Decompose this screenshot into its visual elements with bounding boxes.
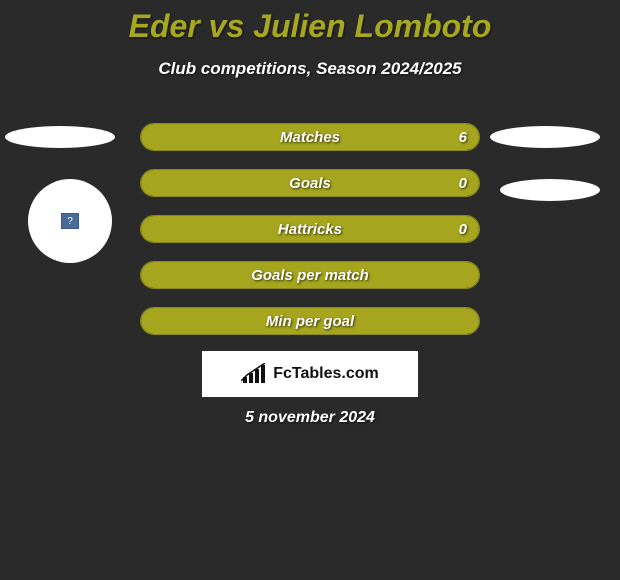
stat-value: 0 (459, 221, 467, 238)
stat-label: Goals per match (251, 267, 369, 284)
player-right-shadow-2 (500, 179, 600, 201)
page-subtitle: Club competitions, Season 2024/2025 (0, 59, 620, 79)
stat-label: Min per goal (266, 313, 354, 330)
player-avatar-placeholder: ? (28, 179, 112, 263)
fctables-chart-icon (241, 363, 267, 385)
branding-box[interactable]: FcTables.com (202, 351, 418, 397)
stat-value: 6 (459, 129, 467, 146)
stat-label: Goals (289, 175, 331, 192)
stats-container: Matches 6 Goals 0 Hattricks 0 Goals per … (140, 123, 480, 353)
stat-row-goals-per-match: Goals per match (140, 261, 480, 289)
stat-row-matches: Matches 6 (140, 123, 480, 151)
footer-date: 5 november 2024 (0, 409, 620, 427)
stat-value: 0 (459, 175, 467, 192)
player-right-shadow-1 (490, 126, 600, 148)
branding-text: FcTables.com (273, 365, 379, 383)
broken-image-icon: ? (61, 213, 79, 229)
stat-label: Hattricks (278, 221, 342, 238)
stat-row-min-per-goal: Min per goal (140, 307, 480, 335)
stat-row-hattricks: Hattricks 0 (140, 215, 480, 243)
stat-label: Matches (280, 129, 340, 146)
stat-row-goals: Goals 0 (140, 169, 480, 197)
page-title: Eder vs Julien Lomboto (0, 0, 620, 45)
player-left-shadow (5, 126, 115, 148)
